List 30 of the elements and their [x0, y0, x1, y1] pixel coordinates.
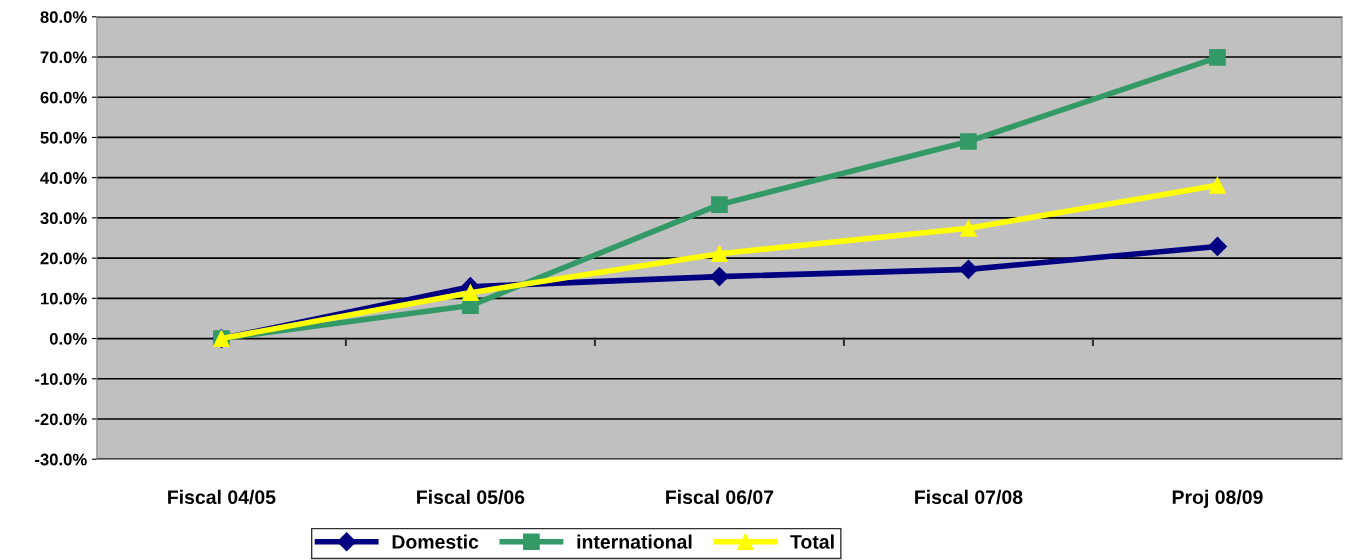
y-tick-label: 0.0% — [49, 332, 87, 345]
legend-label: Total — [790, 534, 834, 549]
legend-label: international — [577, 534, 692, 549]
x-tick-label: Fiscal 04/05 — [168, 489, 276, 505]
y-tick-label: 40.0% — [40, 172, 87, 184]
point — [960, 220, 977, 237]
x-tick-label: Fiscal 07/08 — [915, 489, 1023, 505]
y-tick-label: 70.0% — [40, 51, 87, 64]
y-tick-label: 50.0% — [40, 131, 87, 144]
point — [709, 267, 729, 287]
y-tick-label: 10.0% — [40, 292, 87, 305]
y-tick-label: -30.0% — [35, 453, 87, 466]
y-tick-label: 20.0% — [40, 252, 87, 265]
point — [711, 196, 728, 213]
y-tick-label: -10.0% — [35, 373, 87, 385]
x-tick-label: Fiscal 06/07 — [666, 489, 774, 505]
x-tick-label: Fiscal 05/06 — [417, 489, 525, 505]
y-tick-label: 60.0% — [40, 91, 87, 104]
legend-label: Domestic — [392, 534, 479, 549]
point — [711, 245, 728, 263]
point — [462, 284, 479, 302]
y-tick-label: -20.0% — [35, 413, 87, 426]
point — [1209, 49, 1226, 66]
x-tick-label: Proj 08/09 — [1172, 489, 1263, 508]
point — [960, 133, 977, 150]
y-tick-label: 80.0% — [40, 11, 87, 23]
point — [1209, 176, 1226, 194]
y-tick-label: 30.0% — [40, 212, 87, 225]
point — [1207, 236, 1227, 256]
point — [958, 259, 978, 279]
